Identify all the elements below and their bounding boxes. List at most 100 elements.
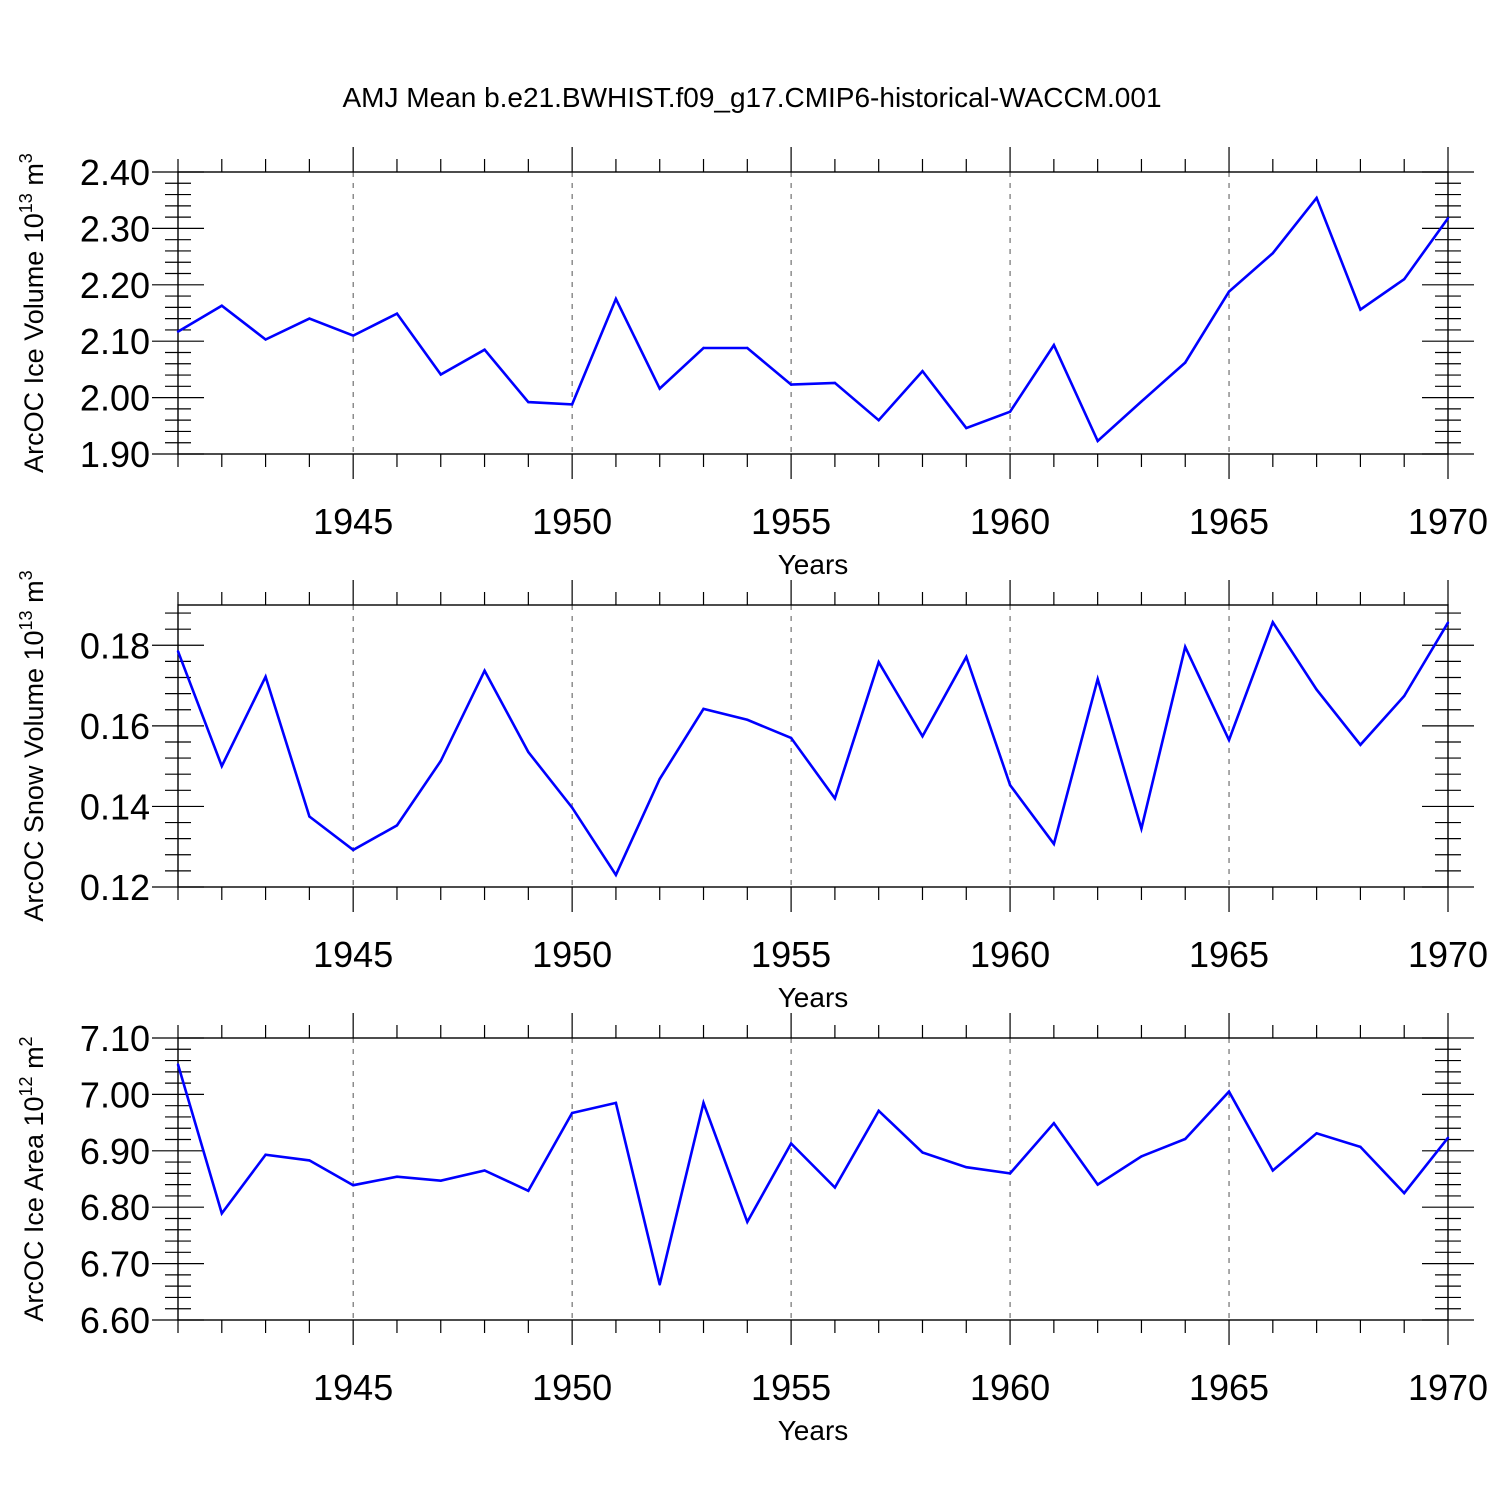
- y-tick-label: 6.60: [80, 1300, 150, 1341]
- data-point-1944: [308, 1159, 311, 1162]
- data-point-1964: [1184, 645, 1187, 649]
- data-point-1961: [1052, 842, 1056, 846]
- data-point-1941: [176, 1063, 180, 1066]
- panels: 1.90 2.00 2.10 2.20 2.30 2.40 1945 1950 1955 1960…: [16, 147, 1488, 1446]
- data-point-1965: [1227, 1090, 1231, 1093]
- data-point-1958: [921, 369, 924, 373]
- x-tick-label: 1965: [1189, 934, 1269, 975]
- data-point-1947: [439, 1179, 442, 1182]
- data-point-1957: [877, 661, 880, 664]
- figure-title: AMJ Mean b.e21.BWHIST.f09_g17.CMIP6-hist…: [342, 82, 1161, 113]
- x-axis-label: Years: [778, 1415, 849, 1446]
- data-point-1949: [527, 750, 530, 754]
- data-point-1941: [176, 330, 180, 333]
- data-point-1961: [1052, 1121, 1056, 1125]
- x-tick-label: 1970: [1408, 934, 1488, 975]
- data-point-1942: [220, 1212, 223, 1215]
- x-tick-label: 1965: [1189, 1367, 1269, 1408]
- data-point-1958: [921, 1151, 924, 1154]
- x-tick-label: 1955: [751, 501, 831, 542]
- x-tick-label: 1950: [532, 934, 612, 975]
- data-point-1949: [527, 400, 530, 404]
- data-point-1945: [351, 1184, 355, 1187]
- data-point-1953: [702, 707, 705, 711]
- y-tick-label: 1.90: [80, 434, 150, 475]
- data-point-1954: [746, 346, 749, 350]
- plot-frame: [177, 171, 1449, 455]
- y-tick-label: 2.10: [80, 321, 150, 362]
- data-point-1959: [965, 426, 968, 430]
- data-point-1968: [1359, 743, 1362, 746]
- data-point-1969: [1403, 694, 1406, 698]
- data-point-1944: [308, 815, 311, 818]
- chart-panel-3: 6.60 6.70 6.80 6.90 7.00 7.10 1945 1950 1955 1960…: [16, 1013, 1488, 1446]
- data-point-1960: [1008, 1172, 1012, 1175]
- data-point-1956: [833, 381, 837, 385]
- data-point-1954: [746, 718, 749, 722]
- x-tick-label: 1950: [532, 1367, 612, 1408]
- x-tick-label: 1965: [1189, 501, 1269, 542]
- data-point-1952: [658, 1283, 661, 1286]
- y-tick-label: 6.70: [80, 1244, 150, 1285]
- data-point-1956: [833, 1186, 837, 1189]
- data-point-1951: [614, 297, 618, 301]
- data-point-1941: [176, 650, 180, 653]
- y-tick-label: 0.12: [80, 867, 150, 908]
- data-point-1947: [439, 759, 442, 763]
- data-point-1959: [965, 655, 968, 659]
- data-point-1970: [1446, 1136, 1450, 1140]
- data-point-1962: [1096, 1183, 1099, 1186]
- data-point-1966: [1271, 621, 1275, 624]
- y-tick-label: 6.90: [80, 1131, 150, 1172]
- x-tick-label: 1950: [532, 501, 612, 542]
- data-point-1970: [1446, 621, 1450, 624]
- data-point-1945: [351, 334, 355, 337]
- data-point-1943: [264, 338, 267, 341]
- data-point-1960: [1008, 783, 1012, 787]
- data-point-1948: [483, 1169, 486, 1172]
- data-point-1947: [439, 373, 442, 376]
- data-point-1966: [1271, 252, 1275, 255]
- x-tick-label: 1960: [970, 1367, 1050, 1408]
- data-point-1942: [220, 304, 223, 307]
- series-line: [176, 619, 1450, 878]
- x-axis-label: Years: [778, 549, 849, 580]
- y-tick-label: 0.14: [80, 786, 150, 827]
- y-tick-label: 2.20: [80, 265, 150, 306]
- series-line: [176, 1064, 1450, 1285]
- data-point-1959: [965, 1165, 968, 1169]
- data-point-1953: [702, 346, 705, 350]
- chart-panel-2: 0.12 0.14 0.16 0.18 1945 1950 1955 1960 1965 1970…: [16, 570, 1488, 1013]
- data-point-1969: [1403, 277, 1406, 281]
- data-point-1953: [702, 1101, 705, 1105]
- data-point-1961: [1052, 343, 1056, 347]
- data-point-1967: [1315, 688, 1318, 691]
- data-point-1958: [921, 735, 924, 738]
- data-point-1951: [614, 873, 618, 877]
- y-tick-label: 0.18: [80, 625, 150, 666]
- y-tick-label: 2.40: [80, 152, 150, 193]
- y-axis-label: ArcOC Ice Area 1012 m2: [16, 1036, 49, 1321]
- data-point-1969: [1403, 1191, 1406, 1195]
- data-point-1946: [395, 1175, 399, 1178]
- data-point-1944: [308, 317, 311, 320]
- chart-panel-1: 1.90 2.00 2.10 2.20 2.30 2.40 1945 1950 1955 1960…: [16, 147, 1488, 580]
- data-point-1966: [1271, 1169, 1275, 1172]
- data-point-1948: [483, 669, 486, 672]
- x-tick-label: 1970: [1408, 1367, 1488, 1408]
- x-tick-label: 1960: [970, 501, 1050, 542]
- data-point-1963: [1140, 827, 1143, 830]
- x-tick-label: 1945: [313, 934, 393, 975]
- data-point-1951: [614, 1101, 618, 1105]
- data-point-1957: [877, 1109, 880, 1112]
- y-tick-label: 7.00: [80, 1074, 150, 1115]
- x-tick-label: 1970: [1408, 501, 1488, 542]
- x-tick-label: 1955: [751, 934, 831, 975]
- data-point-1965: [1227, 290, 1231, 293]
- data-point-1943: [264, 1153, 267, 1156]
- data-point-1964: [1184, 361, 1187, 364]
- data-point-1963: [1140, 1155, 1143, 1158]
- y-tick-label: 2.30: [80, 208, 150, 249]
- data-point-1955: [789, 736, 793, 740]
